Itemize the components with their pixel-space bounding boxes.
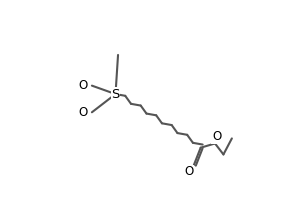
Text: O: O <box>78 79 87 92</box>
Text: O: O <box>212 130 221 143</box>
Text: O: O <box>78 106 87 119</box>
Text: O: O <box>184 165 193 178</box>
Text: S: S <box>111 88 120 101</box>
